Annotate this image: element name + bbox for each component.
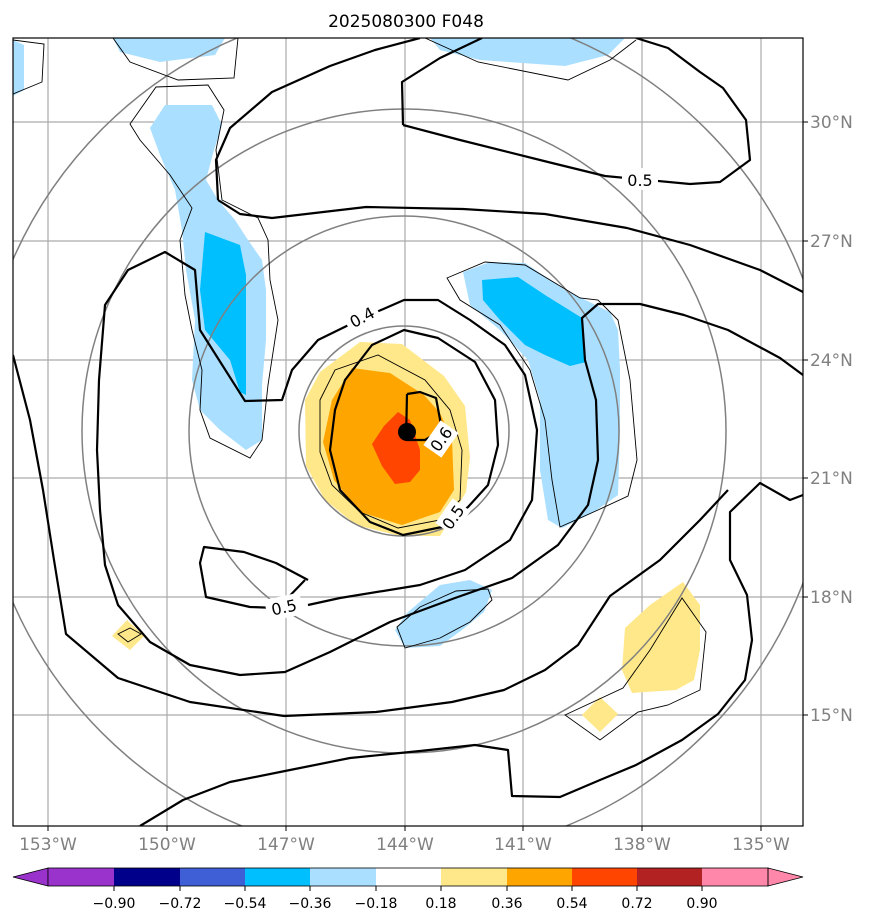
colorbar-segment (310, 868, 376, 886)
x-tick-label: 135°W (732, 835, 790, 855)
colorbar-segment (48, 868, 114, 886)
colorbar-tick-label: 0.36 (491, 896, 522, 912)
colorbar-frame (47, 867, 769, 887)
contour-label-05-south: 0.5 (270, 596, 299, 620)
contour-label-bg (622, 168, 658, 190)
contour-left-arm (13, 354, 729, 718)
shade-light-blue-left-edge (13, 40, 24, 96)
colorbar-tick-label: −0.90 (93, 896, 136, 912)
storm-center-marker (398, 423, 416, 441)
y-tick-label: 27°N (810, 232, 853, 252)
x-tick-label: 153°W (19, 835, 77, 855)
shade-yellow-southeast (622, 582, 700, 693)
contour-arc-north (217, 199, 803, 293)
colorbar-segment (245, 868, 310, 886)
colorbar-segment (441, 868, 507, 886)
contour-big-spiral (95, 250, 803, 677)
colorbar: −0.90 −0.72 −0.54 −0.36 −0.18 0.18 0.36 … (12, 867, 804, 912)
shade-light-blue-south (395, 580, 492, 648)
colorbar-tick-label: −0.36 (289, 896, 332, 912)
y-tick-label: 15°N (810, 706, 853, 726)
contour-label-bg (423, 420, 459, 458)
colorbar-tick-label: 0.54 (556, 896, 587, 912)
colorbar-tick-label: 0.18 (425, 896, 456, 912)
contour-south-loop (139, 481, 803, 826)
colorbar-segment (702, 868, 768, 886)
colorbar-tick-label: −0.72 (159, 896, 202, 912)
colorbar-extend-high (767, 867, 804, 887)
shade-cyan-west-core (200, 232, 246, 395)
shaded-fields (13, 38, 700, 732)
contour-label-bg (341, 299, 383, 335)
x-tick-label: 144°W (376, 835, 434, 855)
shade-cyan-east-core (482, 277, 586, 366)
colorbar-tick-label: 0.90 (686, 896, 717, 912)
x-tick-label: 147°W (257, 835, 315, 855)
shade-yellow-west-dot (112, 620, 144, 650)
contour-label-bg (264, 592, 304, 622)
x-tick-label: 141°W (494, 835, 552, 855)
x-tick-label: 150°W (138, 835, 196, 855)
contour-inner-ring (328, 328, 500, 537)
y-tick-labels: 30°N 27°N 24°N 21°N 18°N 15°N (810, 113, 853, 726)
contour-label-05-north: 0.5 (627, 171, 652, 190)
colorbar-segment (637, 868, 702, 886)
y-tick-label: 24°N (810, 351, 853, 371)
colorbar-tick-label: −0.54 (224, 896, 267, 912)
shade-light-blue-nw-top (113, 38, 225, 62)
colorbar-segment (180, 868, 245, 886)
map-frame (12, 37, 804, 827)
y-tick-label: 21°N (810, 469, 853, 489)
colorbar-segment (114, 868, 180, 886)
colorbar-segment (376, 868, 441, 886)
x-tick-labels: 153°W 150°W 147°W 144°W 141°W 138°W 135°… (19, 835, 790, 855)
thin-contours (13, 38, 707, 741)
thick-contours (13, 38, 803, 826)
y-tick-label: 18°N (810, 588, 853, 608)
contour-label-bg (435, 498, 471, 536)
axis-ticks (47, 121, 808, 831)
x-tick-label: 138°W (613, 835, 671, 855)
shade-light-blue-top-center (430, 38, 625, 66)
map-area: 0.5 0.4 0.6 0.5 0.5 (13, 38, 803, 826)
colorbar-segment (507, 868, 572, 886)
contour-top-loop (214, 38, 752, 201)
colorbar-ticks (113, 886, 703, 891)
colorbar-tick-label: −0.18 (355, 896, 398, 912)
colorbar-segment (572, 868, 637, 886)
colorbar-tick-label: 0.72 (621, 896, 652, 912)
y-tick-label: 30°N (810, 113, 853, 133)
colorbar-extend-low (12, 867, 49, 887)
chart-title: 2025080300 F048 (328, 12, 484, 32)
shade-yellow-se-diamond (582, 697, 618, 732)
